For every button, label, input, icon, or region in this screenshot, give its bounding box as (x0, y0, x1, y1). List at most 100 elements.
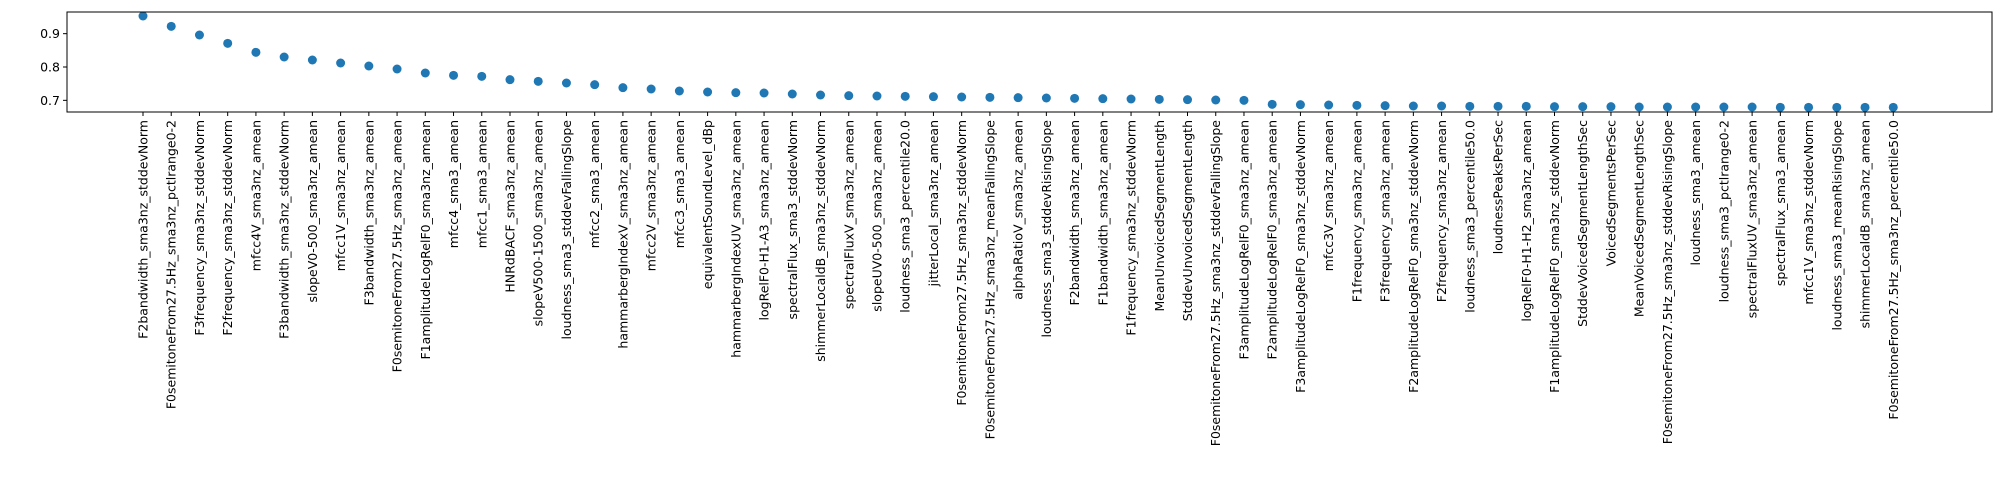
x-tick-label: mfcc3V_sma3nz_amean (1321, 120, 1336, 271)
data-point (166, 21, 176, 31)
data-point (392, 64, 402, 74)
x-tick-label: loudness_sma3_percentile50.0 (1462, 120, 1477, 313)
data-point (138, 11, 148, 21)
data-point (1888, 102, 1898, 112)
data-point (985, 92, 995, 102)
x-tick-label: F0semitoneFrom27.5Hz_sma3nz_amean (390, 120, 405, 372)
data-point (1126, 94, 1136, 104)
x-tick-label: mfcc1_sma3_amean (474, 120, 489, 248)
data-point (477, 71, 487, 81)
data-point (1154, 94, 1164, 104)
x-tick-label: mfcc1V_sma3nz_amean (333, 120, 348, 271)
data-point (957, 92, 967, 102)
data-point (1691, 102, 1701, 112)
data-point (533, 76, 543, 86)
x-tick-label: StddevVoicedSegmentLengthSec (1575, 120, 1590, 327)
x-tick-label: jitterLocal_sma3nz_amean (926, 120, 941, 287)
x-tick-label: F3frequency_sma3nz_stddevNorm (192, 120, 207, 336)
data-point (900, 91, 910, 101)
x-tick-label: loudness_sma3_stddevFallingSlope (559, 120, 574, 340)
data-points (138, 11, 1898, 112)
y-tick-label: 0.7 (40, 93, 60, 108)
data-point (731, 88, 741, 98)
data-point (787, 89, 797, 99)
data-point (505, 75, 515, 85)
x-tick-label: F1amplitudeLogRelF0_sma3nz_amean (418, 120, 433, 359)
x-tick-label: F2bandwidth_sma3nz_stddevNorm (136, 120, 151, 339)
data-point (307, 55, 317, 65)
x-tick-label: mfcc4V_sma3nz_amean (248, 120, 263, 271)
x-tick-label: spectralFlux_sma3_stddevNorm (785, 120, 800, 319)
axes-frame (66, 11, 1993, 113)
x-tick-label: spectralFluxV_sma3nz_amean (841, 120, 856, 309)
x-tick-label: logRelF0-H1-A3_sma3nz_amean (757, 120, 772, 320)
x-tick-label: mfcc2V_sma3nz_amean (644, 120, 659, 271)
data-point (561, 78, 571, 88)
data-point (420, 68, 430, 78)
data-point (1239, 95, 1249, 105)
x-tick-label: F2frequency_sma3nz_amean (1434, 120, 1449, 302)
data-point (1606, 102, 1616, 112)
x-tick-label: StddevUnvoicedSegmentLength (1180, 120, 1195, 321)
data-point (1634, 102, 1644, 112)
x-tick-label: mfcc4_sma3_amean (446, 120, 461, 248)
x-tick-label: loudness_sma3_meanRisingSlope (1829, 120, 1844, 331)
x-tick-label: F3frequency_sma3nz_amean (1378, 120, 1393, 302)
data-point (1070, 93, 1080, 103)
data-point (1832, 102, 1842, 112)
x-tick-label: MeanUnvoicedSegmentLength (1152, 120, 1167, 312)
x-tick-label: loudness_sma3_stddevRisingSlope (1039, 120, 1054, 338)
data-point (1775, 102, 1785, 112)
x-axis: F2bandwidth_sma3nz_stddevNorm F0semitoneF… (136, 112, 1901, 446)
data-point (1465, 101, 1475, 111)
data-point (364, 61, 374, 71)
data-point (674, 86, 684, 96)
x-tick-label: shimmerLocaldB_sma3nz_amean (1858, 120, 1873, 328)
data-point (1098, 94, 1108, 104)
x-tick-label: mfcc1V_sma3nz_stddevNorm (1801, 120, 1816, 305)
x-tick-label: logRelF0-H1-H2_sma3nz_amean (1519, 120, 1534, 322)
data-point (1860, 102, 1870, 112)
data-point (703, 87, 713, 97)
x-tick-label: F1bandwidth_sma3nz_amean (1095, 120, 1110, 305)
x-tick-label: MeanVoicedSegmentLengthSec (1632, 120, 1647, 317)
data-point (279, 52, 289, 62)
x-tick-label: F0semitoneFrom27.5Hz_sma3nz_stddevFallin… (1208, 120, 1223, 447)
data-point (1324, 100, 1334, 110)
y-axis: 0.7 0.8 0.9 (40, 26, 67, 108)
data-point (618, 83, 628, 93)
y-tick-label: 0.9 (40, 26, 60, 41)
x-tick-label: mfcc3_sma3_amean (672, 120, 687, 248)
x-tick-label: spectralFluxUV_sma3nz_amean (1745, 120, 1760, 318)
data-point (646, 84, 656, 94)
x-tick-label: F0semitoneFrom27.5Hz_sma3nz_stddevRising… (1660, 120, 1675, 445)
x-tick-label: alphaRatioV_sma3nz_amean (1011, 120, 1026, 300)
plot-frame (66, 11, 1993, 113)
x-tick-label: F0semitoneFrom27.5Hz_sma3nz_meanFallingS… (982, 120, 997, 440)
data-point (336, 58, 346, 68)
x-tick-label: loudness_sma3_pctlrange0-2 (1716, 120, 1731, 302)
data-point (223, 38, 233, 48)
data-point (1804, 102, 1814, 112)
data-point (1380, 101, 1390, 111)
data-point (1013, 93, 1023, 103)
data-point (872, 91, 882, 101)
x-tick-label: hammarbergIndexV_sma3nz_amean (615, 120, 630, 349)
data-point (759, 88, 769, 98)
data-point (1408, 101, 1418, 111)
data-point (1521, 101, 1531, 111)
x-tick-label: slopeV0-500_sma3nz_amean (305, 120, 320, 303)
data-point (816, 90, 826, 100)
x-tick-label: spectralFlux_sma3_amean (1773, 120, 1788, 286)
data-point (1211, 95, 1221, 105)
data-point (844, 91, 854, 101)
data-point (1183, 95, 1193, 105)
x-tick-label: F0semitoneFrom27.5Hz_sma3nz_pctlrange0-2 (164, 120, 179, 409)
data-point (1267, 99, 1277, 109)
data-point (1719, 102, 1729, 112)
x-tick-label: F3amplitudeLogRelF0_sma3nz_amean (1236, 120, 1251, 359)
x-tick-label: HNRdBACF_sma3nz_amean (502, 120, 517, 293)
x-tick-label: equivalentSoundLevel_dBp (700, 120, 715, 289)
x-tick-label: F2amplitudeLogRelF0_sma3nz_stddevNorm (1406, 120, 1421, 393)
